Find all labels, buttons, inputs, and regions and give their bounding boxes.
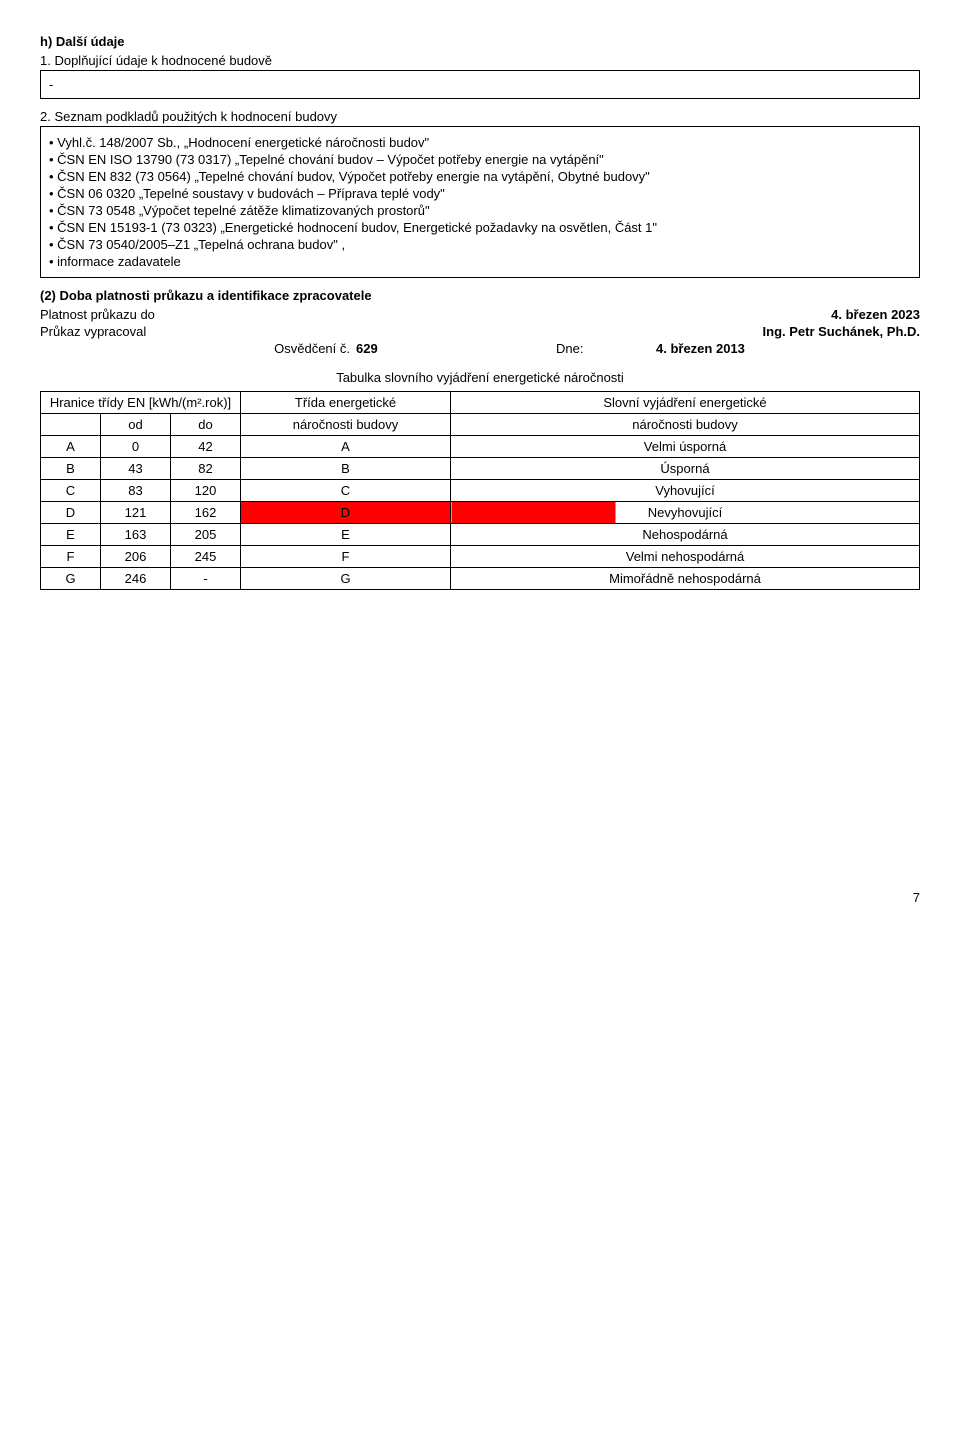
cell-do: 205 [171, 524, 241, 546]
section-h-sub2: 2. Seznam podkladů použitých k hodnocení… [40, 109, 920, 124]
cell-od: 43 [101, 458, 171, 480]
cell-desc: Velmi nehospodárná [451, 546, 920, 568]
table-row: F206245FVelmi nehospodárná [41, 546, 920, 568]
cell-mid: C [241, 480, 451, 502]
th-blank [41, 414, 101, 436]
section-2-heading: (2) Doba platnosti průkazu a identifikac… [40, 288, 920, 303]
cell-od: 246 [101, 568, 171, 590]
cell-desc: Vyhovující [451, 480, 920, 502]
cell-do: 245 [171, 546, 241, 568]
section-h-heading: h) Další údaje [40, 34, 920, 49]
cell-class: B [41, 458, 101, 480]
table-row: C83120CVyhovující [41, 480, 920, 502]
cell-do: 162 [171, 502, 241, 524]
section-h-sub1: 1. Doplňující údaje k hodnocené budově [40, 53, 920, 68]
th-od: od [101, 414, 171, 436]
cert-number: 629 [356, 341, 556, 356]
cell-od: 0 [101, 436, 171, 458]
section-h-box1: - [40, 70, 920, 99]
th-mid-bot: náročnosti budovy [241, 414, 451, 436]
validity-value: 4. březen 2023 [831, 307, 920, 322]
cert-label: Osvědčení č. [40, 341, 356, 356]
section-h-bullets-box: • Vyhl.č. 148/2007 Sb., „Hodnocení energ… [40, 126, 920, 278]
table-title: Tabulka slovního vyjádření energetické n… [40, 370, 920, 385]
table-body: A042AVelmi úspornáB4382BÚspornáC83120CVy… [41, 436, 920, 590]
cell-mid: B [241, 458, 451, 480]
cell-desc: Nehospodárná [451, 524, 920, 546]
bullet-item: • ČSN EN 15193-1 (73 0323) „Energetické … [49, 220, 911, 235]
bullet-item: • ČSN 73 0548 „Výpočet tepelné zátěže kl… [49, 203, 911, 218]
cell-od: 121 [101, 502, 171, 524]
cell-desc: Mimořádně nehospodárná [451, 568, 920, 590]
cell-class: E [41, 524, 101, 546]
validity-row: Platnost průkazu do 4. březen 2023 [40, 307, 920, 322]
cell-do: 42 [171, 436, 241, 458]
cert-row: Osvědčení č. 629 Dne: 4. březen 2013 [40, 341, 920, 356]
th-right-top: Slovní vyjádření energetické [451, 392, 920, 414]
cell-od: 83 [101, 480, 171, 502]
cell-mid: F [241, 546, 451, 568]
cell-class: D [41, 502, 101, 524]
bullet-item: • informace zadavatele [49, 254, 911, 269]
energy-class-table: Hranice třídy EN [kWh/(m².rok)] Třída en… [40, 391, 920, 590]
cert-date: 4. březen 2013 [656, 341, 745, 356]
cell-desc: Nevyhovující [451, 502, 920, 524]
cell-class: G [41, 568, 101, 590]
table-row: B4382BÚsporná [41, 458, 920, 480]
author-row: Průkaz vypracoval Ing. Petr Suchánek, Ph… [40, 324, 920, 339]
th-right-bot: náročnosti budovy [451, 414, 920, 436]
cell-od: 206 [101, 546, 171, 568]
bullet-item: • ČSN 06 0320 „Tepelné soustavy v budová… [49, 186, 911, 201]
validity-label: Platnost průkazu do [40, 307, 155, 322]
table-header-row-1: Hranice třídy EN [kWh/(m².rok)] Třída en… [41, 392, 920, 414]
cell-do: 120 [171, 480, 241, 502]
th-do: do [171, 414, 241, 436]
table-header-row-2: od do náročnosti budovy náročnosti budov… [41, 414, 920, 436]
cell-class: F [41, 546, 101, 568]
table-row: D121162DNevyhovující [41, 502, 920, 524]
th-mid-top: Třída energetické [241, 392, 451, 414]
cell-mid: D [241, 502, 451, 524]
cert-dne-label: Dne: [556, 341, 656, 356]
bullet-item: • ČSN EN ISO 13790 (73 0317) „Tepelné ch… [49, 152, 911, 167]
table-row: G246-GMimořádně nehospodárná [41, 568, 920, 590]
cell-class: A [41, 436, 101, 458]
author-label: Průkaz vypracoval [40, 324, 146, 339]
cell-od: 163 [101, 524, 171, 546]
cell-desc: Úsporná [451, 458, 920, 480]
table-row: E163205ENehospodárná [41, 524, 920, 546]
bullet-item: • ČSN EN 832 (73 0564) „Tepelné chování … [49, 169, 911, 184]
cell-mid: A [241, 436, 451, 458]
bullet-item: • ČSN 73 0540/2005–Z1 „Tepelná ochrana b… [49, 237, 911, 252]
cell-do: 82 [171, 458, 241, 480]
cell-mid: G [241, 568, 451, 590]
table-row: A042AVelmi úsporná [41, 436, 920, 458]
cell-do: - [171, 568, 241, 590]
author-value: Ing. Petr Suchánek, Ph.D. [763, 324, 920, 339]
page-number: 7 [40, 890, 920, 905]
cell-class: C [41, 480, 101, 502]
th-range: Hranice třídy EN [kWh/(m².rok)] [41, 392, 241, 414]
cell-mid: E [241, 524, 451, 546]
cell-desc: Velmi úsporná [451, 436, 920, 458]
bullet-item: • Vyhl.č. 148/2007 Sb., „Hodnocení energ… [49, 135, 911, 150]
